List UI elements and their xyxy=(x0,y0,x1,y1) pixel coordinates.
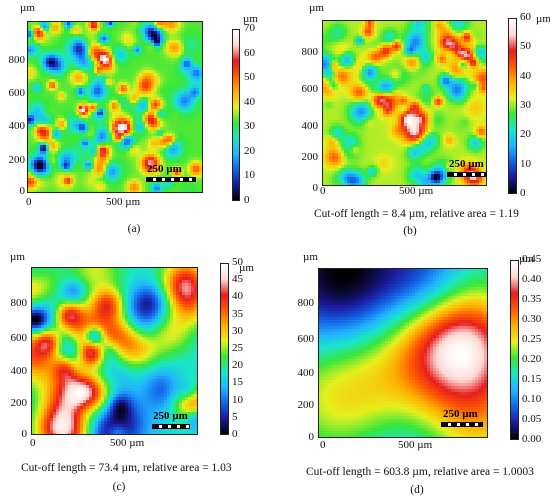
colorbar-tick: 20 xyxy=(244,144,255,157)
y-tick: 800 xyxy=(301,46,319,58)
y-tick: 800 xyxy=(10,297,28,309)
colorbar-tick: 25 xyxy=(232,342,243,354)
caption: Cut-off length = 73.4 µm, relative area … xyxy=(21,462,232,474)
colorbar-tick: 0 xyxy=(232,428,238,440)
x-tick: 500 µm xyxy=(106,196,141,208)
colorbar-tick: 50 xyxy=(244,71,255,84)
y-tick: 400 xyxy=(8,120,26,132)
y-tick: 200 xyxy=(301,151,319,163)
colorbar-tick: 10 xyxy=(244,169,255,182)
height-map-a xyxy=(27,21,203,193)
height-map-c xyxy=(31,267,198,435)
colorbar-tick: 45 xyxy=(232,273,243,286)
x-tick: 500 µm xyxy=(110,437,145,449)
x-tick: 0 xyxy=(320,185,326,197)
colorbar-tick: 50 xyxy=(520,40,531,53)
y-unit-label: µm xyxy=(10,251,25,263)
scale-bar-label: 250 µm xyxy=(449,158,484,170)
y-tick: 200 xyxy=(297,399,315,411)
colorbar-tick: 0 xyxy=(244,194,250,206)
scale-bar-label: 250 µm xyxy=(153,410,188,422)
colorbar-a xyxy=(232,29,240,201)
panel-label: (d) xyxy=(410,484,424,496)
y-tick: 400 xyxy=(297,367,315,379)
x-tick: 500 µm xyxy=(398,439,433,451)
colorbar-tick: 60 xyxy=(520,11,531,23)
height-map-d xyxy=(318,268,488,438)
y-tick: 800 xyxy=(297,297,315,309)
panel-label: (a) xyxy=(127,223,141,235)
y-unit-label: µm xyxy=(309,2,324,14)
scale-bar xyxy=(441,422,483,427)
scale-bar xyxy=(447,172,487,177)
colorbar-tick: 10 xyxy=(520,157,531,170)
surface-texture xyxy=(319,269,487,437)
colorbar-tick: 30 xyxy=(244,120,255,133)
surface-texture xyxy=(28,22,202,192)
scale-bar xyxy=(152,424,190,429)
colorbar-unit: µm xyxy=(239,262,254,274)
colorbar-tick: 0.30 xyxy=(522,313,542,325)
x-tick: 500 µm xyxy=(399,185,434,197)
colorbar-tick: 50 xyxy=(232,256,243,268)
y-tick: 0 xyxy=(19,185,26,197)
y-tick: 400 xyxy=(10,365,28,377)
scale-bar xyxy=(146,177,196,182)
colorbar-tick: 20 xyxy=(232,359,243,372)
colorbar-tick: 35 xyxy=(232,307,243,320)
colorbar-tick: 0.10 xyxy=(522,393,542,405)
colorbar-c xyxy=(220,263,229,435)
y-tick: 600 xyxy=(301,83,319,95)
colorbar-tick: 70 xyxy=(244,22,255,34)
colorbar-tick: 40 xyxy=(520,69,531,82)
colorbar-unit: µm xyxy=(519,253,534,265)
colorbar-tick: 15 xyxy=(232,376,243,389)
y-tick: 600 xyxy=(297,333,315,345)
surface-texture xyxy=(323,21,486,185)
y-tick: 0 xyxy=(312,182,319,194)
colorbar-tick: 0.00 xyxy=(522,433,542,445)
y-tick: 400 xyxy=(301,120,319,132)
colorbar-unit: µm xyxy=(536,13,550,25)
y-unit-label: µm xyxy=(303,251,318,263)
y-unit-label: µm xyxy=(20,2,35,14)
colorbar-unit: µm xyxy=(243,13,258,25)
colorbar-d xyxy=(510,260,519,440)
y-tick: 200 xyxy=(10,397,28,409)
colorbar-tick: 40 xyxy=(232,290,243,303)
y-tick: 800 xyxy=(8,54,26,66)
colorbar-tick: 0.20 xyxy=(522,353,542,365)
caption: Cut-off length = 8.4 µm, relative area =… xyxy=(314,208,519,220)
colorbar-tick: 40 xyxy=(244,95,255,108)
x-tick: 0 xyxy=(320,439,326,451)
colorbar-tick: 0 xyxy=(520,187,526,199)
scale-bar-label: 250 µm xyxy=(443,408,478,420)
panel-label: (c) xyxy=(112,481,126,493)
y-tick: 0 xyxy=(308,431,315,443)
colorbar-tick: 0.05 xyxy=(522,413,542,425)
x-tick: 0 xyxy=(26,196,32,208)
y-tick: 600 xyxy=(10,332,28,344)
colorbar-tick: 60 xyxy=(244,46,255,59)
colorbar-tick: 0.15 xyxy=(522,373,542,385)
height-map-b xyxy=(322,20,487,186)
colorbar-tick: 30 xyxy=(520,99,531,111)
y-tick: 200 xyxy=(8,154,26,166)
colorbar-tick: 30 xyxy=(232,324,243,337)
colorbar-tick: 0.40 xyxy=(522,273,542,285)
caption: Cut-off length = 603.8 µm, relative area… xyxy=(306,466,534,478)
surface-texture xyxy=(32,268,197,434)
x-tick: 0 xyxy=(30,437,36,449)
y-tick: 0 xyxy=(21,428,28,440)
y-tick: 600 xyxy=(8,87,26,99)
colorbar-b xyxy=(508,18,517,194)
colorbar-tick: 0.35 xyxy=(522,293,542,305)
colorbar-tick: 10 xyxy=(232,393,243,406)
colorbar-tick: 0.45 xyxy=(522,253,542,265)
colorbar-tick: 20 xyxy=(520,128,531,141)
panel-label: (b) xyxy=(403,225,417,237)
colorbar-tick: 0.25 xyxy=(522,333,542,345)
scale-bar-label: 250 µm xyxy=(147,163,182,175)
colorbar-tick: 5 xyxy=(232,410,238,423)
